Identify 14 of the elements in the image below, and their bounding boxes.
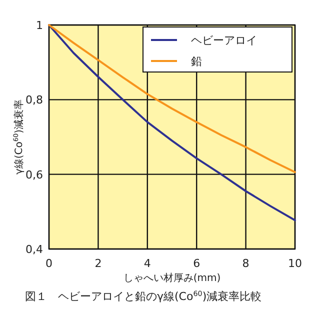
caption: 図１ ヘビーアロイと鉛のγ線(Co$^{60}$)減衰率比較 <box>25 288 262 303</box>
y-tick-label: 0,4 <box>26 243 43 256</box>
x-tick-label: 10 <box>288 257 302 270</box>
legend-label: 鉛 <box>191 55 202 68</box>
x-axis-title: しゃへい材厚み(mm) <box>123 272 221 284</box>
x-tick-label: 4 <box>144 257 151 270</box>
x-tick-label: 8 <box>242 257 250 270</box>
y-tick-label: 0,6 <box>26 168 43 182</box>
x-tick-label: 6 <box>193 257 200 270</box>
y-tick-label: 0,8 <box>26 94 43 107</box>
x-tick-label: 2 <box>94 257 102 270</box>
x-tick-label: 0 <box>46 257 52 270</box>
y-tick-label: 1 <box>36 19 43 32</box>
legend-label: ヘビーアロイ <box>191 34 257 47</box>
